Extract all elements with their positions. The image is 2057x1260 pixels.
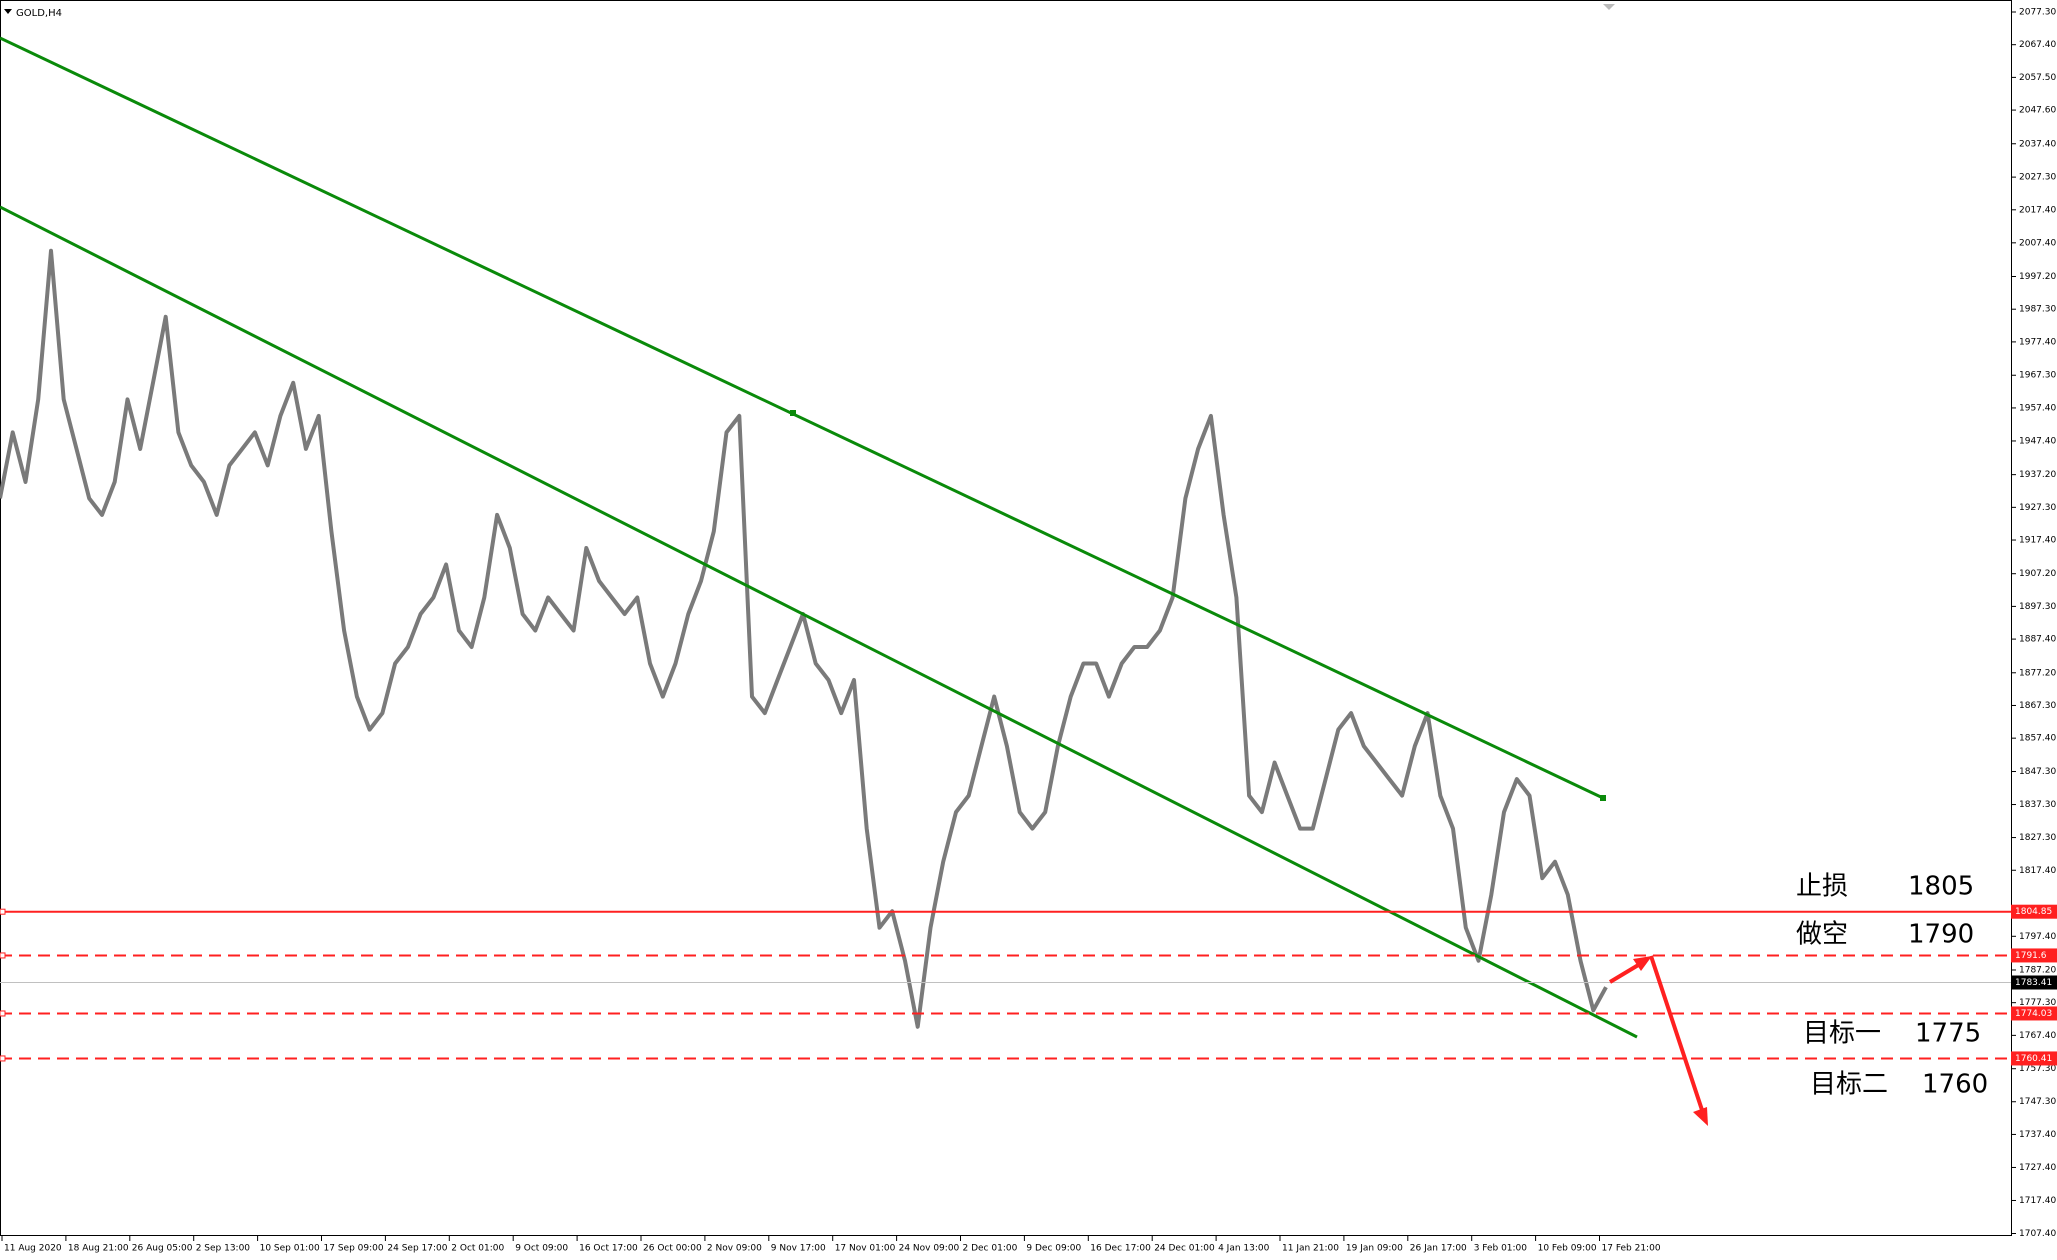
- x-tick-label: 10 Sep 01:00: [260, 1244, 320, 1254]
- y-tick-label: 1767.40: [2019, 1031, 2056, 1041]
- y-tick-label: 2067.40: [2019, 40, 2056, 50]
- y-tick-label: 1967.30: [2019, 371, 2056, 381]
- y-tick-label: 1987.30: [2019, 305, 2056, 315]
- level-tag: [2011, 904, 2057, 919]
- x-tick-label: 2 Nov 09:00: [707, 1244, 762, 1254]
- level-label: 1804.85: [2015, 907, 2052, 917]
- x-tick-label: 9 Nov 17:00: [771, 1244, 826, 1254]
- x-tick-label: 9 Dec 09:00: [1026, 1244, 1081, 1254]
- level-anchor: [0, 1055, 6, 1062]
- y-tick-label: 2007.40: [2019, 238, 2056, 248]
- y-tick-label: 1797.40: [2019, 932, 2056, 942]
- y-tick-label: 1977.40: [2019, 337, 2056, 347]
- y-tick-label: 1747.30: [2019, 1097, 2056, 1107]
- arrow-head: [1633, 956, 1652, 971]
- y-tick-label: 2077.30: [2019, 8, 2056, 18]
- y-tick-label: 1917.40: [2019, 536, 2056, 546]
- x-tick-label: 24 Nov 09:00: [899, 1244, 960, 1254]
- annotation-label: 做空: [1796, 920, 1848, 950]
- y-tick-label: 1817.40: [2019, 866, 2056, 876]
- y-tick-label: 1947.40: [2019, 436, 2056, 446]
- x-tick-label: 2 Dec 01:00: [963, 1244, 1018, 1254]
- y-tick-label: 1837.30: [2019, 800, 2056, 810]
- annotation-price: 1790: [1908, 920, 1974, 950]
- level-label: 1774.03: [2015, 1009, 2052, 1019]
- level-anchor: [0, 952, 6, 959]
- y-tick-label: 1737.40: [2019, 1130, 2056, 1140]
- level-tag: [2011, 948, 2057, 963]
- y-tick-label: 2057.50: [2019, 73, 2056, 83]
- symbol-label: GOLD,H4: [16, 8, 62, 19]
- x-tick-label: 17 Sep 09:00: [324, 1244, 384, 1254]
- y-tick-label: 1937.20: [2019, 470, 2056, 480]
- annotation-label: 目标一: [1803, 1019, 1881, 1049]
- annotation-label: 止损: [1796, 872, 1848, 902]
- x-tick-label: 2 Sep 13:00: [196, 1244, 251, 1254]
- y-tick-label: 1997.20: [2019, 272, 2056, 282]
- level-label: 1760.41: [2015, 1054, 2052, 1064]
- trend-line-lower: [0, 205, 1638, 1039]
- annotation-label: 目标二: [1810, 1070, 1888, 1100]
- y-tick-label: 1787.20: [2019, 965, 2056, 975]
- menu-arrow: [4, 9, 12, 14]
- x-tick-label: 2 Oct 01:00: [451, 1244, 504, 1254]
- annotation-price: 1760: [1922, 1070, 1988, 1100]
- shift-marker: [1603, 4, 1615, 10]
- y-tick-label: 1757.30: [2019, 1064, 2056, 1074]
- level-anchor: [0, 908, 6, 915]
- x-tick-label: 17 Feb 21:00: [1602, 1244, 1661, 1254]
- x-tick-label: 9 Oct 09:00: [515, 1244, 568, 1254]
- y-tick-label: 1957.40: [2019, 403, 2056, 413]
- x-tick-label: 26 Oct 00:00: [643, 1244, 702, 1254]
- y-tick-label: 1727.40: [2019, 1163, 2056, 1173]
- x-tick-label: 24 Sep 17:00: [387, 1244, 447, 1254]
- current-price-tag: [2011, 975, 2057, 990]
- y-tick-label: 1877.20: [2019, 668, 2056, 678]
- annotation-price: 1775: [1915, 1019, 1981, 1049]
- x-tick-label: 11 Aug 2020: [4, 1244, 62, 1254]
- arrow-down: [1649, 955, 1704, 1111]
- x-tick-label: 16 Dec 17:00: [1090, 1244, 1151, 1254]
- x-tick-label: 11 Jan 21:00: [1282, 1244, 1339, 1254]
- y-tick-label: 1867.30: [2019, 701, 2056, 711]
- y-tick-label: 1887.40: [2019, 635, 2056, 645]
- trend-line-upper: [0, 36, 1604, 800]
- x-tick-label: 3 Feb 01:00: [1474, 1244, 1528, 1254]
- y-tick-label: 1777.30: [2019, 998, 2056, 1008]
- x-tick-label: 17 Nov 01:00: [835, 1244, 896, 1254]
- trend-handle: [1600, 795, 1606, 801]
- y-tick-label: 1897.30: [2019, 602, 2056, 612]
- plot-border: [0, 0, 2012, 1236]
- x-tick-label: 19 Jan 09:00: [1346, 1244, 1403, 1254]
- x-tick-label: 16 Oct 17:00: [579, 1244, 638, 1254]
- x-tick-label: 24 Dec 01:00: [1154, 1244, 1215, 1254]
- trend-handle: [790, 410, 796, 416]
- current-price-label: 1783.41: [2015, 978, 2052, 988]
- y-tick-label: 1707.40: [2019, 1229, 2056, 1239]
- x-tick-label: 26 Jan 17:00: [1410, 1244, 1467, 1254]
- level-label: 1791.6: [2015, 951, 2047, 961]
- y-tick-label: 1857.40: [2019, 734, 2056, 744]
- arrow-head: [1693, 1107, 1708, 1126]
- y-tick-label: 1717.40: [2019, 1196, 2056, 1206]
- y-tick-label: 2047.60: [2019, 106, 2056, 116]
- x-tick-label: 4 Jan 13:00: [1218, 1244, 1270, 1254]
- x-tick-label: 26 Aug 05:00: [132, 1244, 193, 1254]
- y-tick-label: 2037.40: [2019, 139, 2056, 149]
- arrows: [1608, 955, 1708, 1126]
- y-tick-label: 2017.40: [2019, 205, 2056, 215]
- y-tick-label: 1827.30: [2019, 833, 2056, 843]
- y-tick-label: 1927.30: [2019, 503, 2056, 513]
- x-tick-label: 10 Feb 09:00: [1538, 1244, 1597, 1254]
- level-anchor: [0, 1010, 6, 1017]
- level-tag: [2011, 1006, 2057, 1021]
- x-tick-label: 18 Aug 21:00: [68, 1244, 129, 1254]
- level-tag: [2011, 1051, 2057, 1066]
- y-tick-label: 2027.30: [2019, 173, 2056, 183]
- y-tick-label: 1847.30: [2019, 767, 2056, 777]
- annotation-price: 1805: [1908, 872, 1974, 902]
- y-tick-label: 1907.20: [2019, 569, 2056, 579]
